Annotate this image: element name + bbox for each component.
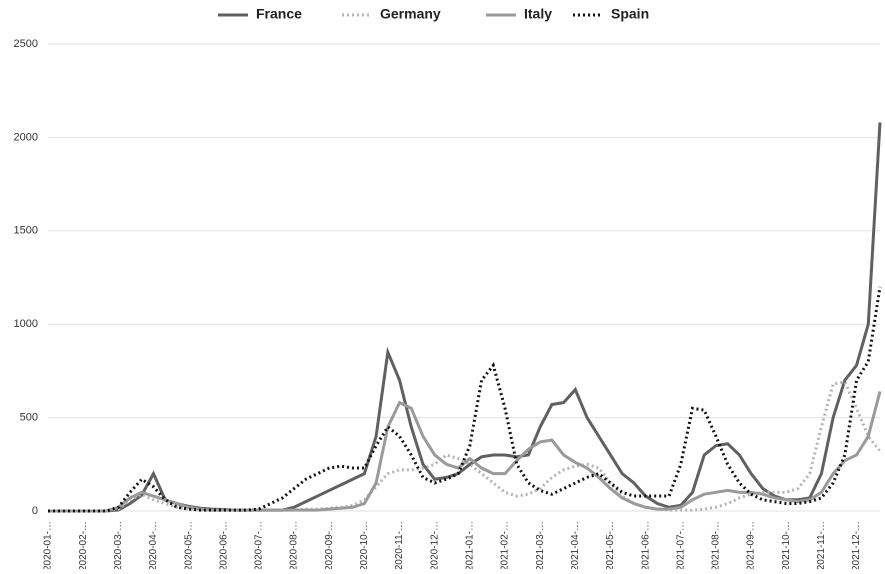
x-tick-label: 2021-07-… <box>675 521 686 569</box>
x-tick-label: 2021-08-… <box>711 521 722 569</box>
x-tick-label: 2020-01-… <box>43 521 54 569</box>
x-tick-label: 2021-06-… <box>640 521 651 569</box>
legend-label: Spain <box>611 6 649 22</box>
y-tick-label: 1000 <box>14 318 38 330</box>
x-tick-label: 2020-03-… <box>113 521 124 569</box>
x-tick-label: 2020-11-… <box>394 521 405 569</box>
x-tick-label: 2021-09-… <box>746 521 757 569</box>
x-tick-label: 2021-12-… <box>851 521 862 569</box>
x-tick-label: 2020-10-… <box>359 521 370 569</box>
line-series <box>48 286 882 513</box>
y-tick-label: 2000 <box>14 131 38 143</box>
line-series <box>48 380 882 513</box>
x-tick-label: 2021-10-… <box>781 521 792 569</box>
legend-label: France <box>256 6 302 22</box>
line-series <box>48 391 882 513</box>
x-tick-label: 2021-04-… <box>570 521 581 569</box>
y-tick-label: 500 <box>20 412 38 424</box>
legend-label: Germany <box>380 6 441 22</box>
y-tick-label: 1500 <box>14 225 38 237</box>
x-tick-label: 2021-03-… <box>535 521 546 569</box>
x-tick-label: 2021-01-… <box>464 521 475 569</box>
x-tick-label: 2020-06-… <box>218 521 229 569</box>
legend-label: Italy <box>524 6 552 22</box>
y-tick-label: 2500 <box>14 38 38 50</box>
x-tick-label: 2020-04-… <box>148 521 159 569</box>
x-tick-label: 2020-08-… <box>289 521 300 569</box>
x-tick-label: 2020-12-… <box>429 521 440 569</box>
x-tick-label: 2020-05-… <box>183 521 194 569</box>
x-tick-label: 2021-05-… <box>605 521 616 569</box>
x-tick-label: 2021-11-… <box>816 521 827 569</box>
line-series <box>48 122 882 513</box>
x-tick-label: 2021-02-… <box>500 521 511 569</box>
y-tick-label: 0 <box>32 505 38 517</box>
x-tick-label: 2020-09-… <box>324 521 335 569</box>
x-tick-label: 2020-07-… <box>254 521 265 569</box>
x-tick-label: 2020-02-… <box>78 521 89 569</box>
